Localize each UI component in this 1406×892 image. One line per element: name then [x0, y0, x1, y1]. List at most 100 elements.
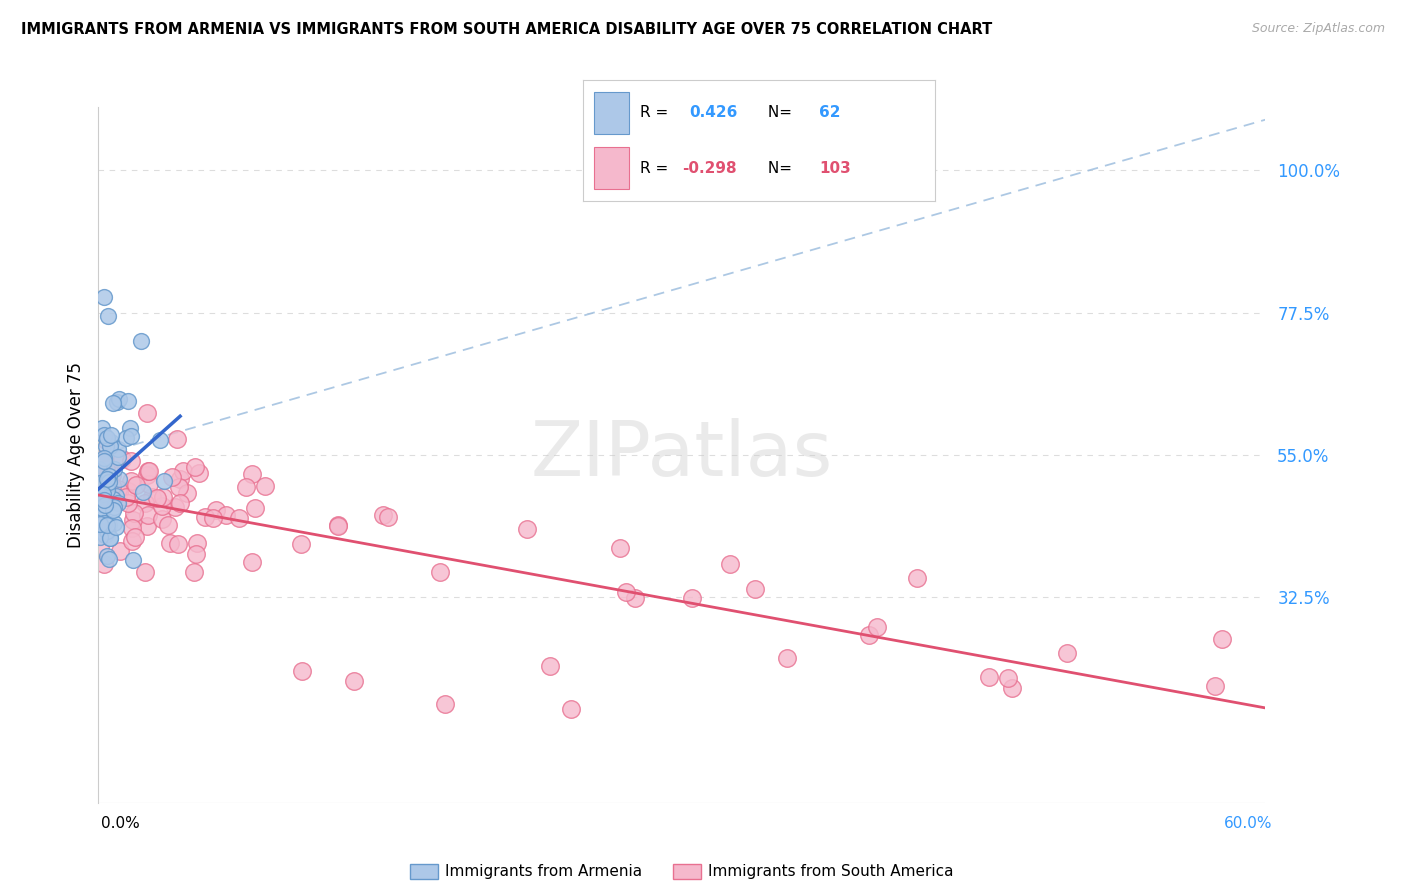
Point: [96, 479, 118, 493]
Point: [122, 513, 145, 527]
Text: 0.426: 0.426: [689, 105, 737, 120]
Point: [100, 482, 122, 496]
Point: [176, 485, 198, 500]
Point: [169, 479, 191, 493]
Point: [97, 492, 120, 507]
Point: [138, 464, 160, 478]
Point: [377, 510, 399, 524]
Y-axis label: Disability Age Over 75: Disability Age Over 75: [66, 362, 84, 548]
Point: [253, 479, 276, 493]
Point: [94, 433, 117, 447]
Point: [1211, 632, 1233, 647]
Point: [107, 450, 129, 465]
Point: [96, 431, 118, 445]
Point: [124, 530, 146, 544]
Point: [105, 520, 128, 534]
Point: [117, 496, 139, 510]
Point: [93, 290, 115, 304]
Point: [235, 480, 257, 494]
Point: [98, 469, 121, 483]
Point: [103, 503, 125, 517]
Point: [97, 552, 120, 566]
Point: [91, 420, 114, 434]
Text: N=: N=: [762, 105, 801, 120]
Point: [100, 435, 122, 450]
Point: [136, 508, 159, 523]
Text: IMMIGRANTS FROM ARMENIA VS IMMIGRANTS FROM SOUTH AMERICA DISABILITY AGE OVER 75 : IMMIGRANTS FROM ARMENIA VS IMMIGRANTS FR…: [21, 22, 993, 37]
Point: [166, 433, 188, 447]
Point: [240, 555, 263, 569]
Text: 103: 103: [818, 161, 851, 176]
Point: [172, 464, 194, 478]
Point: [96, 478, 118, 492]
Point: [104, 485, 127, 500]
Point: [201, 510, 224, 524]
Legend: Immigrants from Armenia, Immigrants from South America: Immigrants from Armenia, Immigrants from…: [404, 857, 960, 886]
Point: [89, 462, 111, 476]
Point: [96, 524, 118, 539]
Point: [107, 442, 129, 456]
Point: [744, 582, 766, 597]
Point: [188, 466, 211, 480]
Point: [186, 535, 208, 549]
Point: [103, 516, 125, 530]
Point: [96, 471, 118, 485]
Text: N=: N=: [762, 161, 797, 176]
Point: [98, 531, 121, 545]
Text: -0.298: -0.298: [682, 161, 737, 176]
Point: [516, 522, 538, 536]
Point: [89, 476, 111, 491]
Point: [93, 483, 115, 497]
Point: [90, 505, 112, 519]
Point: [156, 517, 179, 532]
Point: [121, 533, 143, 548]
Point: [681, 591, 703, 606]
Point: [997, 671, 1019, 685]
Point: [150, 512, 173, 526]
Point: [94, 528, 117, 542]
Point: [89, 540, 111, 554]
Point: [96, 472, 118, 486]
Point: [114, 431, 136, 445]
Point: [101, 479, 124, 493]
Point: [184, 547, 207, 561]
Point: [117, 393, 139, 408]
Point: [103, 500, 125, 514]
Point: [204, 503, 226, 517]
Point: [905, 571, 928, 585]
Point: [91, 487, 114, 501]
Point: [107, 483, 129, 497]
Point: [167, 537, 190, 551]
Point: [91, 467, 114, 482]
Text: R =: R =: [640, 105, 678, 120]
Point: [194, 510, 217, 524]
Point: [371, 508, 394, 522]
Point: [96, 439, 118, 453]
Point: [122, 552, 145, 566]
Point: [105, 395, 128, 409]
Point: [169, 496, 191, 510]
Point: [90, 505, 112, 519]
Point: [98, 439, 121, 453]
Point: [94, 494, 117, 508]
Point: [152, 491, 174, 505]
Point: [93, 488, 115, 502]
Point: [141, 491, 163, 505]
Point: [609, 541, 631, 555]
Point: [138, 476, 160, 491]
Point: [291, 665, 314, 679]
Text: ZIPatlas: ZIPatlas: [530, 418, 834, 491]
Point: [245, 501, 267, 516]
Point: [118, 421, 141, 435]
Point: [115, 490, 138, 504]
Point: [100, 427, 122, 442]
Point: [165, 500, 187, 514]
Point: [1204, 679, 1226, 693]
Point: [228, 511, 250, 525]
Bar: [593, 146, 630, 188]
Point: [90, 496, 112, 510]
Point: [91, 501, 114, 516]
Point: [776, 651, 799, 665]
Point: [93, 516, 115, 530]
Point: [343, 673, 366, 688]
